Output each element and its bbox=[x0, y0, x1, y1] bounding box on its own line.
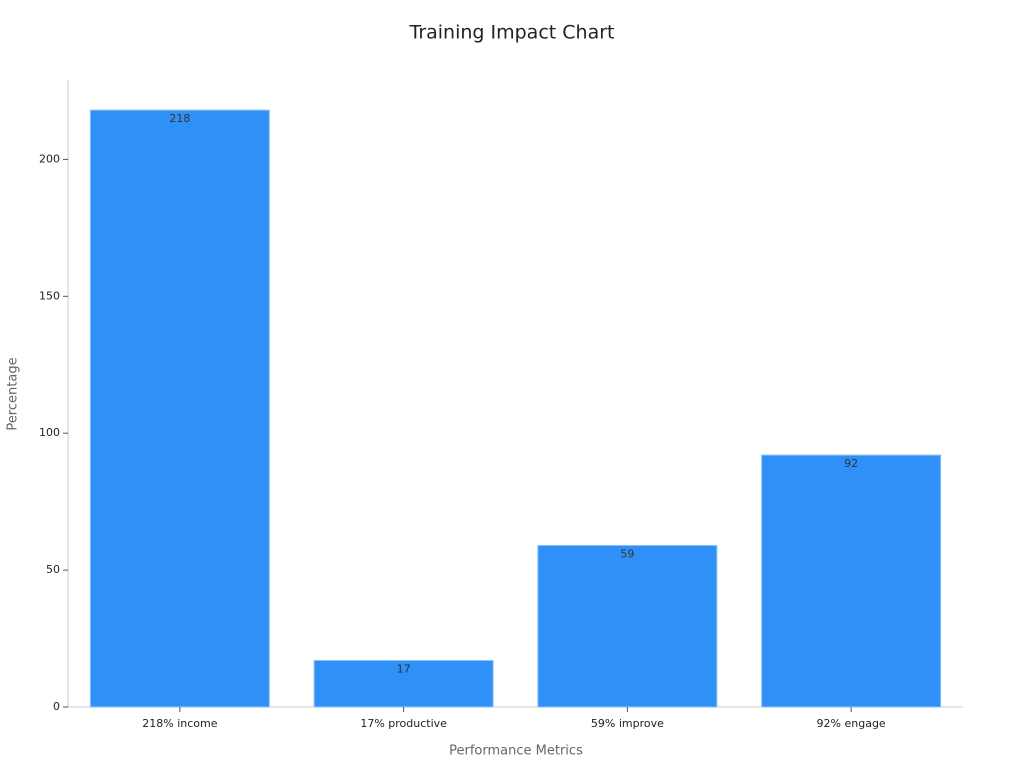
x-tick-label: 218% income bbox=[142, 717, 217, 730]
x-axis-label: Performance Metrics bbox=[449, 744, 583, 759]
y-tick-label: 150 bbox=[39, 289, 60, 302]
x-tick-label: 17% productive bbox=[360, 717, 447, 730]
y-axis-label: Percentage bbox=[6, 357, 21, 430]
value-label: 218 bbox=[169, 112, 190, 125]
value-label: 59 bbox=[620, 547, 634, 560]
value-label: 17 bbox=[397, 662, 411, 675]
y-tick-label: 50 bbox=[46, 563, 60, 576]
chart-title: Training Impact Chart bbox=[409, 22, 615, 44]
bar bbox=[761, 454, 942, 708]
bar bbox=[89, 109, 270, 708]
y-tick-label: 200 bbox=[39, 152, 60, 165]
bar bbox=[537, 544, 718, 708]
y-tick-label: 0 bbox=[53, 700, 60, 713]
y-tick-label: 100 bbox=[39, 426, 60, 439]
x-tick-label: 92% engage bbox=[817, 717, 886, 730]
bar bbox=[313, 659, 494, 708]
x-tick-label: 59% improve bbox=[591, 717, 664, 730]
value-label: 92 bbox=[844, 457, 858, 470]
